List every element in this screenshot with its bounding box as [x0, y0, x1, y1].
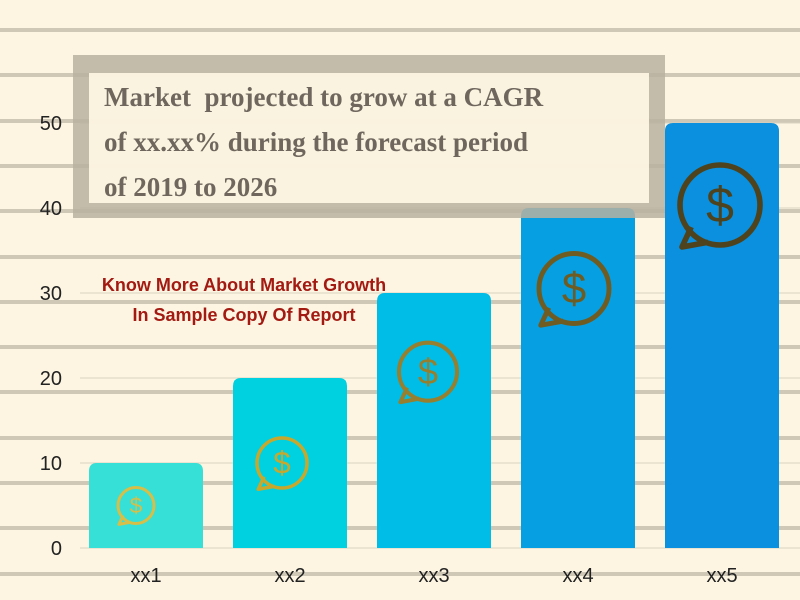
y-tick-label: 30: [40, 283, 62, 305]
x-category-label: xx2: [274, 565, 305, 587]
headline-line-2: of xx.xx% during the forecast period: [104, 127, 528, 157]
cta-line-2[interactable]: In Sample Copy Of Report: [132, 305, 355, 325]
svg-text:$: $: [418, 351, 438, 392]
background-stripe: [0, 28, 800, 32]
headline-box: Market projected to grow at a CAGR of xx…: [73, 55, 665, 218]
svg-text:$: $: [273, 446, 290, 481]
background-stripe: [0, 572, 800, 576]
dollar-icons: $ $ $ $ $: [116, 162, 763, 526]
bar-xx4: [521, 208, 635, 548]
dollar-speech-bubble-icon: $: [396, 340, 460, 405]
headline-line-1: Market projected to grow at a CAGR: [104, 82, 544, 112]
y-tick-label: 50: [40, 113, 62, 135]
bar-xx2: [233, 378, 347, 548]
y-axis-tick-labels: 0 10 20 30 40 50: [40, 113, 62, 560]
bars: [89, 123, 779, 548]
dollar-speech-bubble-icon: $: [536, 251, 612, 328]
svg-text:$: $: [562, 264, 586, 313]
x-category-label: xx4: [562, 565, 593, 587]
svg-text:$: $: [706, 177, 734, 233]
x-category-label: xx3: [418, 565, 449, 587]
y-tick-label: 20: [40, 368, 62, 390]
dollar-speech-bubble-icon: $: [116, 486, 156, 526]
headline-line-3: of 2019 to 2026: [104, 172, 277, 202]
svg-text:$: $: [130, 493, 143, 518]
bar-xx1: [89, 463, 203, 548]
dollar-speech-bubble-icon: $: [255, 436, 309, 491]
dollar-speech-bubble-icon: $: [677, 162, 763, 250]
y-tick-label: 40: [40, 198, 62, 220]
x-category-label: xx5: [706, 565, 737, 587]
x-axis-category-labels: xx1 xx2 xx3 xx4 xx5: [130, 565, 737, 587]
x-category-label: xx1: [130, 565, 161, 587]
cta-line-1[interactable]: Know More About Market Growth: [102, 275, 386, 295]
bar-xx3: [377, 293, 491, 548]
sample-report-link[interactable]: Know More About Market Growth In Sample …: [102, 275, 386, 325]
background-stripe: [0, 255, 800, 259]
y-tick-label: 10: [40, 453, 62, 475]
y-tick-label: 0: [51, 538, 62, 560]
